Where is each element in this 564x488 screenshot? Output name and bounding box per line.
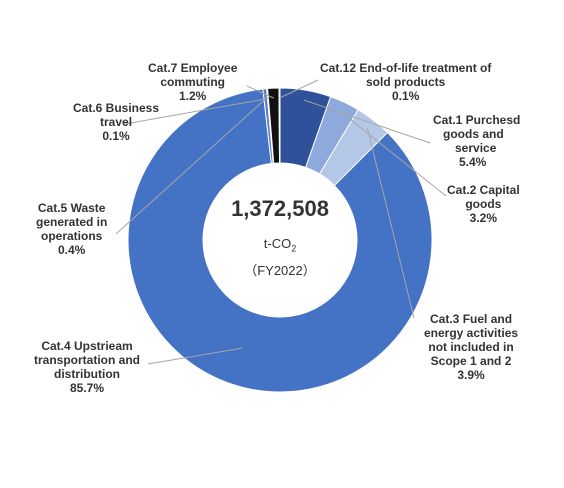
label-cat5-line3: operations	[41, 229, 103, 243]
label-cat12-line1: Cat.12 End-of-life treatment of	[320, 61, 492, 75]
label-cat2: Cat.2 Capital goods 3.2%	[447, 183, 520, 225]
label-cat2-line2: goods	[465, 197, 502, 211]
label-cat3-pct: 3.9%	[457, 368, 485, 382]
leader-line-7	[246, 85, 274, 99]
label-cat3-line1: Cat.3 Fuel and	[430, 312, 513, 326]
label-cat6-pct: 0.1%	[102, 129, 130, 143]
center-year: （FY2022）	[244, 263, 316, 278]
label-cat4-line1: Cat.4 Upstrieam	[41, 339, 133, 353]
label-cat2-pct: 3.2%	[469, 211, 498, 225]
label-cat7-pct: 1.2%	[179, 89, 207, 103]
label-cat3-line2: energy activities	[424, 326, 519, 340]
label-cat6: Cat.6 Business travel 0.1%	[73, 101, 159, 143]
label-cat5-line2: generated in	[36, 215, 108, 229]
label-cat4-pct: 85.7%	[69, 381, 105, 395]
label-cat12: Cat.12 End-of-life treatment of sold pro…	[320, 61, 491, 103]
label-cat3-line4: Scope 1 and 2	[430, 354, 512, 368]
label-cat4-line2: transportation and	[34, 353, 141, 367]
label-cat12-line2: sold products	[366, 75, 446, 89]
leader-line-5	[115, 98, 267, 235]
label-cat4-line3: distribution	[54, 367, 120, 381]
label-cat12-pct: 0.1%	[392, 89, 420, 103]
label-cat6-line2: travel	[100, 115, 133, 129]
leader-line-4	[147, 347, 243, 365]
label-cat7-line1: Cat.7 Employee	[148, 61, 238, 75]
label-cat7: Cat.7 Employee commuting 1.2%	[148, 61, 237, 103]
label-cat1: Cat.1 Purchesd goods and service 5.4%	[433, 113, 520, 169]
leader-line-6	[124, 98, 269, 125]
label-cat3: Cat.3 Fuel and energy activities not inc…	[424, 312, 518, 382]
slice-8	[278, 87, 281, 164]
leader-line-3	[366, 127, 415, 319]
donut-slices	[127, 87, 433, 393]
label-cat1-line2: goods and	[443, 127, 504, 141]
center-unit-sub: 2	[291, 243, 297, 254]
label-cat5: Cat.5 Waste generated in operations 0.4%	[36, 201, 107, 257]
center-unit-main: t-CO	[263, 236, 292, 251]
leader-lines	[115, 79, 447, 365]
label-cat1-line1: Cat.1 Purchesd	[433, 113, 521, 127]
label-cat2-line1: Cat.2 Capital	[447, 183, 520, 197]
leader-line-1	[303, 99, 431, 144]
label-cat1-line3: service	[455, 141, 497, 155]
center-total: 1,372,508	[231, 196, 329, 221]
leader-line-8	[279, 79, 319, 99]
leader-line-2	[340, 111, 447, 197]
label-cat3-line3: not included in	[428, 340, 514, 354]
label-cat1-pct: 5.4%	[459, 155, 487, 169]
center-unit: t-CO2	[205, 236, 355, 254]
label-cat5-pct: 0.4%	[58, 243, 86, 257]
label-cat7-line2: commuting	[160, 75, 226, 89]
label-cat5-line1: Cat.5 Waste	[37, 201, 106, 215]
label-cat6-line1: Cat.6 Business	[73, 101, 160, 115]
label-cat4: Cat.4 Upstrieam transportation and distr…	[34, 339, 140, 395]
slice-4	[127, 88, 433, 393]
